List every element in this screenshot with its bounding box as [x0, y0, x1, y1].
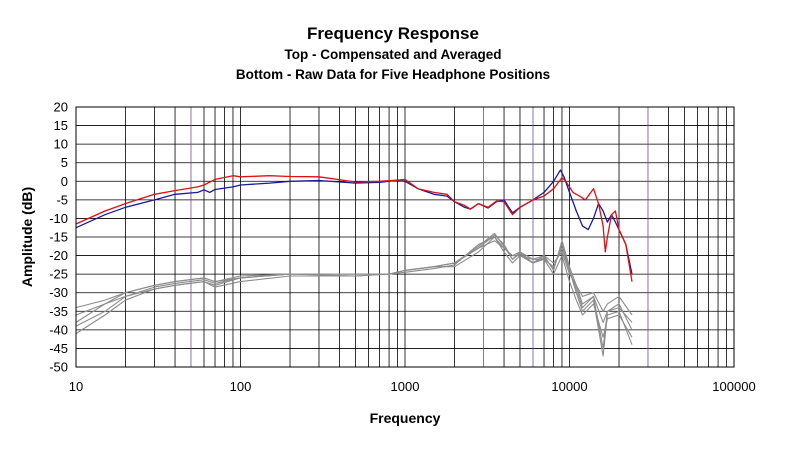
x-axis-label: Frequency — [370, 410, 441, 426]
raw-data-line — [75, 240, 633, 316]
y-tick-label: 20 — [54, 100, 68, 115]
raw-data-line — [75, 234, 633, 323]
y-tick-label: -10 — [49, 211, 68, 226]
x-tick-label: 100 — [230, 379, 252, 394]
x-tick-label: 1000 — [391, 379, 420, 394]
y-tick-label: 0 — [61, 174, 68, 189]
chart-title: Frequency Response — [307, 24, 479, 43]
y-tick-label: -40 — [49, 322, 68, 337]
chart-subtitle-bottom: Bottom - Raw Data for Five Headphone Pos… — [235, 67, 551, 82]
series-group — [75, 169, 633, 357]
plot-frame — [75, 106, 735, 368]
y-tick-label: 5 — [61, 155, 68, 170]
raw-data-line — [75, 236, 633, 357]
grid — [75, 106, 734, 368]
y-tick-label: -30 — [49, 285, 68, 300]
y-tick-label: -50 — [49, 360, 68, 375]
y-tick-label: -15 — [49, 230, 68, 245]
raw-data-line — [75, 232, 633, 349]
x-tick-label: 10 — [69, 379, 83, 394]
y-tick-label: -25 — [49, 267, 68, 282]
x-tick-label: 100000 — [712, 379, 755, 394]
raw-data-line — [75, 236, 633, 338]
averaged-line — [75, 175, 633, 282]
y-tick-label: 15 — [54, 118, 68, 133]
chart-subtitle-top: Top - Compensated and Averaged — [284, 47, 502, 62]
y-tick-label: -45 — [49, 341, 68, 356]
y-tick-label: -5 — [56, 192, 68, 207]
y-axis-label: Amplitude (dB) — [19, 187, 35, 287]
y-tick-label: -20 — [49, 248, 68, 263]
y-tick-label: -35 — [49, 304, 68, 319]
y-tick-label: 10 — [54, 137, 68, 152]
x-tick-label: 10000 — [551, 379, 587, 394]
